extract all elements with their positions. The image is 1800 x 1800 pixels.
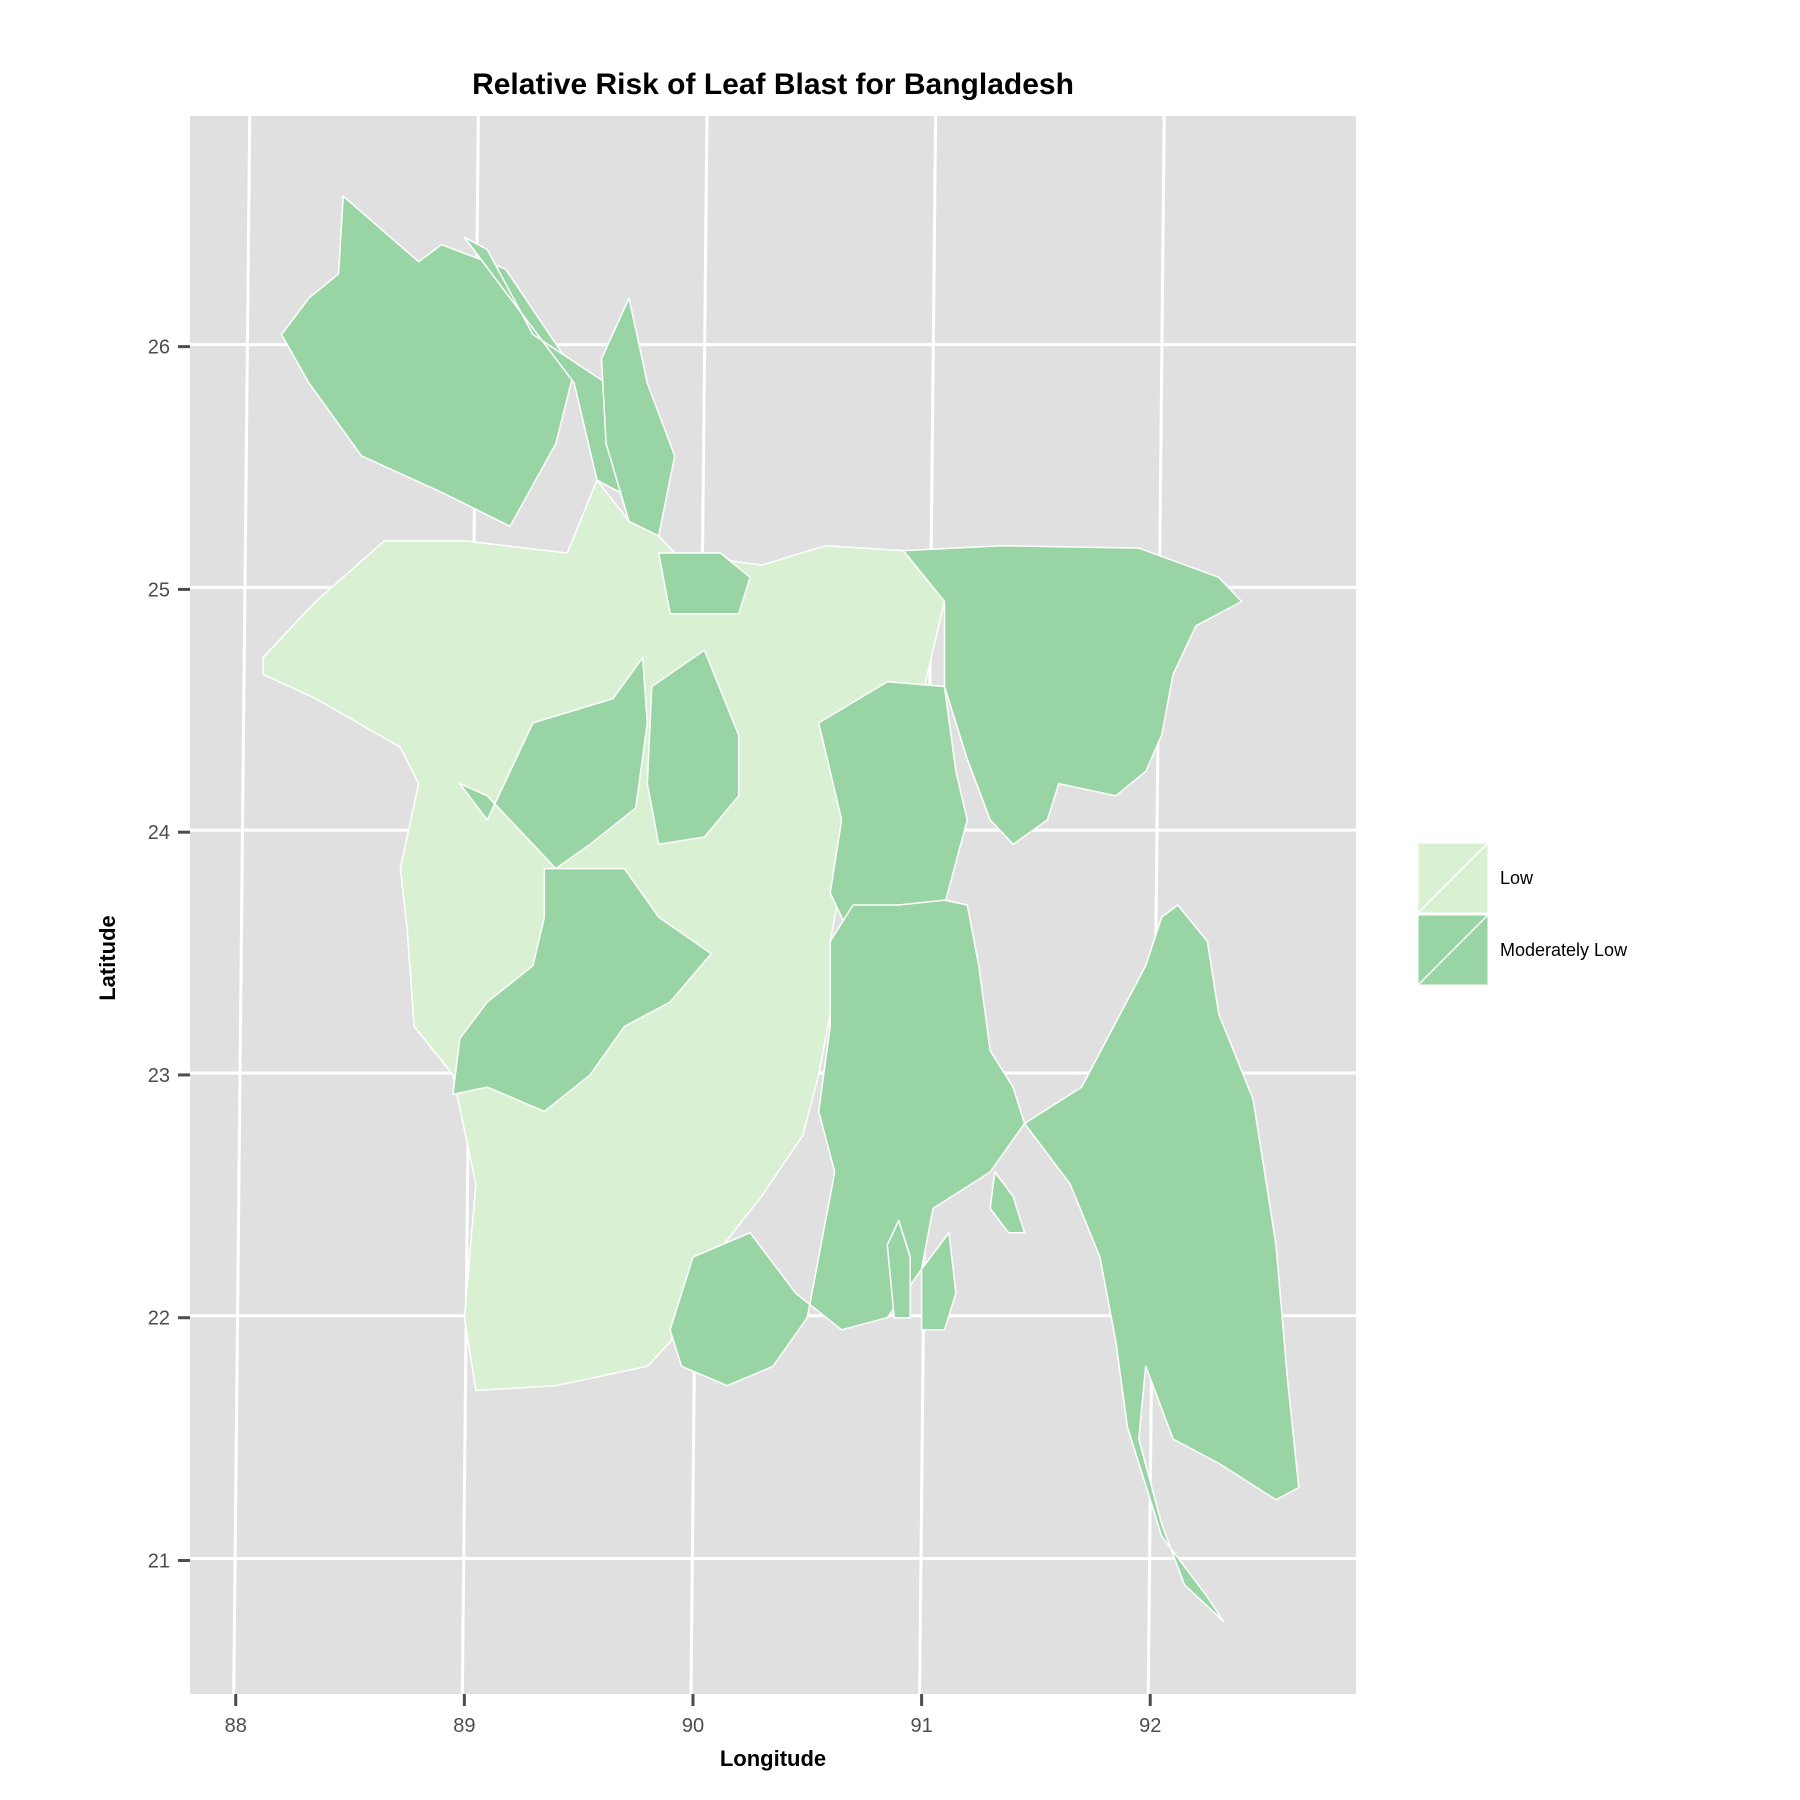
x-axis-label: Longitude: [719, 1746, 827, 1771]
y-tick-label-21: 21: [148, 1550, 170, 1572]
legend-label-moderately-low: Moderately Low: [1500, 939, 1628, 960]
x-tick-label-91: 91: [910, 1715, 932, 1737]
x-tick-label-88: 88: [225, 1715, 247, 1737]
district-6: [646, 649, 740, 846]
legend: Low Moderately Low: [1418, 842, 1627, 986]
legend-swatch-moderately-low: [1418, 915, 1488, 985]
district-10: [669, 899, 1026, 1387]
x-tick-label-92: 92: [1139, 1715, 1161, 1737]
y-tick-label-22: 22: [148, 1308, 170, 1330]
y-tick-label-25: 25: [148, 579, 170, 601]
districts: [262, 195, 1300, 1622]
legend-swatch-low-line: [1418, 843, 1488, 913]
district-9: [902, 544, 1243, 846]
x-tick-label-89: 89: [453, 1715, 475, 1737]
gridline-lon-92: [1146, 115, 1166, 1695]
y-tick-label-26: 26: [148, 337, 170, 359]
gridline-lon-88: [232, 115, 252, 1695]
district-5: [459, 656, 649, 870]
x-tick-label-90: 90: [682, 1715, 704, 1737]
y-tick-label-24: 24: [148, 822, 170, 844]
map-title: Relative Risk of Leaf Blast for Banglade…: [472, 68, 1074, 101]
legend-swatch-low: [1418, 843, 1488, 913]
axes: 88 89 90 91 92 21 22 23 24 25 26: [148, 337, 1162, 1737]
legend-label-low: Low: [1500, 867, 1534, 888]
y-tick-label-23: 23: [148, 1065, 170, 1087]
legend-item-low: Low: [1418, 842, 1627, 914]
legend-swatch-moderately-low-line: [1418, 915, 1488, 985]
district-13: [920, 1231, 957, 1331]
legend-item-moderately-low: Moderately Low: [1418, 914, 1627, 986]
district-14: [886, 1219, 911, 1319]
district-11: [1023, 904, 1300, 1622]
district-7: [452, 867, 713, 1113]
district-12: [989, 1171, 1026, 1234]
district-4: [657, 552, 751, 615]
